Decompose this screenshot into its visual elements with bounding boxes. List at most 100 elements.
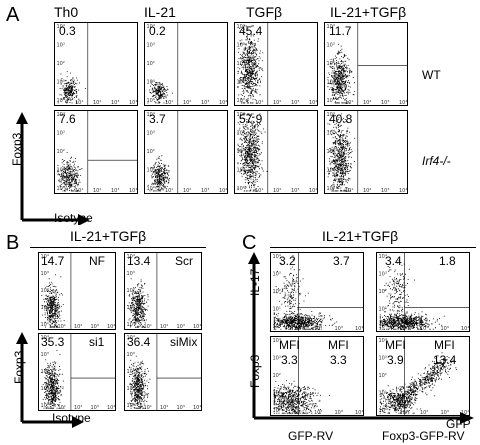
panel-b-x-axis-label: Isotype [52,411,91,425]
event-dots [41,274,65,328]
pct-b-nf: 14.7 [41,254,65,268]
x-tick-label: 10¹ [255,188,263,193]
panel-a-col-tgfb: TGFβ [246,4,283,20]
y-tick-label: 10³ [147,43,155,49]
x-tick-label: 10² [93,188,101,193]
x-tick-label: 10² [314,410,322,415]
x-tick-label: 10² [420,326,428,331]
x-tick-label: 10¹ [144,405,152,410]
pct-c-foxp3-gfp-rv-left: 3.4 [385,254,402,268]
x-tick-label: 10³ [91,324,99,329]
x-tick-label: 10⁴ [219,188,227,193]
panel-b-axis-arrows [16,332,84,428]
y-tick-label: 10¹ [127,386,135,392]
x-tick-label: 10⁴ [129,188,137,193]
x-tick-label: 10⁴ [107,324,115,329]
y-tick-label: 10² [41,288,49,294]
y-tick-label: 10³ [273,356,281,362]
x-tick-label: 10¹ [58,324,66,329]
flow-plot-a-wt-il21: 10⁰ 10¹ 10¹ 10² 10² 10³ 10³ 10⁴ 10⁴ [144,22,228,106]
y-tick-label: 10¹ [41,305,49,311]
y-tick-label: 10⁰ [327,186,335,192]
mfi-c-foxp3-gfp-rv-right-label: MFI [434,338,455,352]
event-dots [327,43,356,104]
event-dots [379,260,445,330]
x-tick-label: 10¹ [165,188,173,193]
y-tick-label: 10³ [41,271,49,277]
pct-a-wt-il21-tgfb: 11.7 [329,24,352,38]
y-tick-label: 10² [57,61,65,67]
label-b-nf: NF [89,254,105,268]
panel-a-col-il21-tgfb: IL-21+TGFβ [330,4,407,20]
x-tick-label: 10³ [381,100,389,105]
y-tick-label: 10³ [327,43,335,49]
x-tick-label: 10³ [441,410,449,415]
panel-c-col-gfp-rv: GFP-RV [288,429,334,443]
x-tick-label: 10² [363,188,371,193]
pct-c-gfp-rv-right: 3.7 [333,254,350,268]
y-tick-label: 10⁴ [327,112,335,118]
y-tick-label: 10³ [327,131,335,137]
pct-a-wt-tgfb: 45.4 [239,24,263,38]
y-tick-label: 10⁰ [57,98,65,104]
pct-c-gfp-rv-left: 3.2 [279,254,296,268]
y-tick-label: 10¹ [327,168,335,174]
y-tick-label: 10⁰ [127,403,135,409]
panel-c-x-axis-label: GFP [446,417,471,431]
panel-c-top-y-axis-label: IL-17 [248,268,262,296]
y-tick-label: 10¹ [327,80,335,86]
flow-plot-a-wt-th0: 10⁰ 10¹ 10¹ 10² 10² 10³ 10³ 10⁴ 10⁴ [54,22,138,106]
y-tick-label: 10¹ [379,307,387,313]
pct-a-wt-th0: 0.3 [59,24,76,38]
event-dots [57,71,86,104]
event-dots [379,352,457,414]
y-tick-label: 10¹ [57,168,65,174]
event-dots [147,155,170,192]
panel-b-letter: B [6,232,20,254]
panel-a-col-th0: Th0 [54,4,79,20]
y-tick-label: 10⁴ [147,112,155,118]
x-tick-label: 10⁴ [355,410,363,415]
y-tick-label: 10⁰ [273,408,281,414]
panel-a-y-axis-label: Foxp3 [10,132,24,166]
x-tick-label: 10² [93,100,101,105]
y-tick-label: 10³ [57,43,65,49]
label-b-simix: siMix [170,335,198,349]
x-tick-label: 10⁴ [399,188,407,193]
panel-a-letter: A [6,4,20,26]
x-tick-label: 10² [273,188,281,193]
event-dots [57,152,83,192]
event-dots [327,113,356,192]
y-tick-label: 10⁴ [147,24,155,30]
y-tick-label: 10³ [237,131,245,137]
x-tick-label: 10¹ [400,410,408,415]
flow-plot-b-nf: 10⁰ 10¹ 10¹ 10² 10² 10³ 10³ 10⁴ 10⁴ [38,252,116,330]
y-tick-label: 10³ [127,352,135,358]
event-dots [127,278,149,328]
y-tick-label: 10¹ [41,386,49,392]
y-tick-label: 10² [237,149,245,155]
flow-plot-c-gfp-rv-il17: 10⁰ 10¹ 10¹ 10² 10² 10³ 10³ 10⁴ 10⁴ [270,252,364,332]
panel-c-letter: C [242,232,257,254]
x-tick-label: 10³ [111,188,119,193]
y-tick-label: 10⁴ [273,254,281,260]
panel-b-header-rule [30,247,206,248]
panel-a-x-axis-label: Isotype [54,211,93,225]
x-tick-label: 10¹ [294,326,302,331]
pct-a-wt-il21: 0.2 [149,24,166,38]
y-tick-label: 10² [273,373,281,379]
mfi-c-foxp3-gfp-rv-left-label: MFI [385,338,406,352]
x-tick-label: 10² [74,324,82,329]
x-tick-label: 10³ [111,100,119,105]
pct-a-irf4-il21: 3.7 [149,112,166,126]
y-tick-label: 10⁴ [57,24,65,30]
panel-a-row-wt: WT [422,68,441,82]
